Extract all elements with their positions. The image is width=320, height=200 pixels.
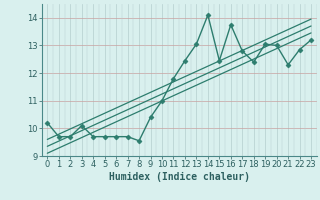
- X-axis label: Humidex (Indice chaleur): Humidex (Indice chaleur): [109, 172, 250, 182]
